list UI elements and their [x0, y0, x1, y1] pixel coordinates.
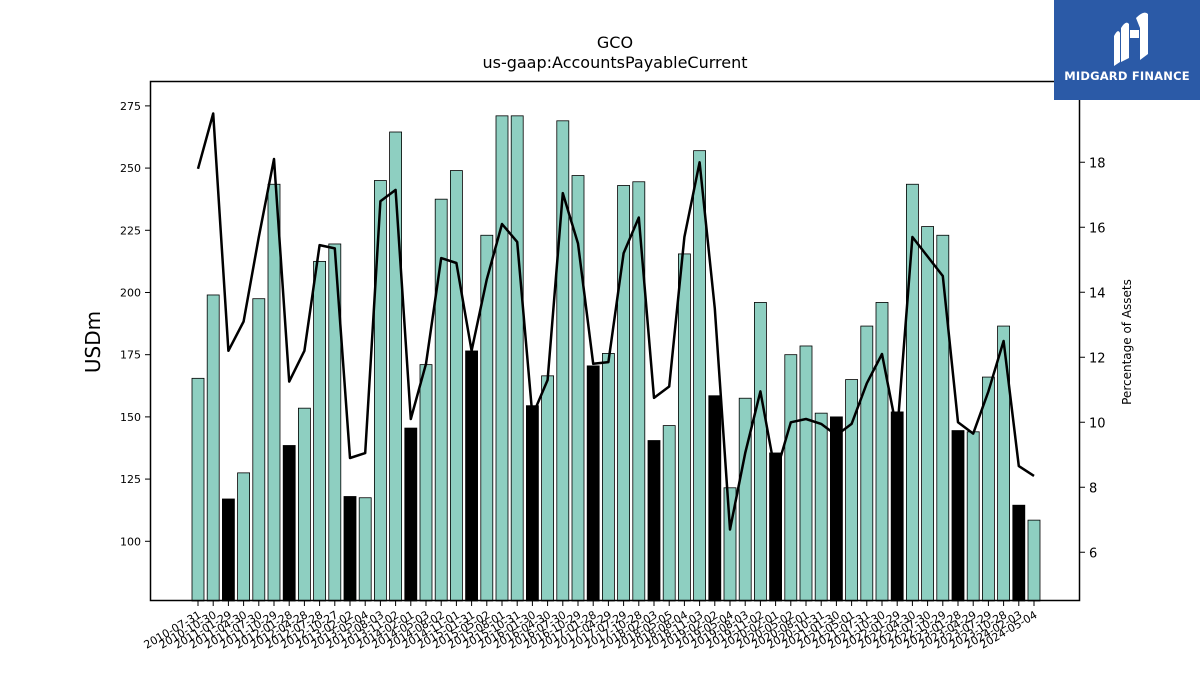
bar-2021-01-30 — [830, 416, 843, 602]
bar-2015-05-02 — [480, 234, 494, 602]
y2-tick-label: 16 — [1089, 221, 1106, 236]
bar-2021-10-30 — [875, 302, 889, 602]
logo-mark-icon — [1114, 12, 1148, 66]
plot-frame — [149, 80, 1081, 602]
y-axis-label: USDm — [81, 311, 105, 373]
bar-2020-05-02 — [784, 354, 798, 602]
bar-2020-10-31 — [814, 412, 828, 602]
y2-tick-label: 6 — [1089, 546, 1097, 561]
y-tick-label: 100 — [120, 535, 141, 548]
x-axis: 2010-07-312010-10-302011-01-292011-04-30… — [142, 601, 1040, 652]
bar-2020-08-01 — [799, 345, 813, 602]
bar-2011-10-29 — [267, 183, 281, 602]
bar-2010-10-30 — [206, 294, 220, 602]
bar-2022-01-29 — [890, 411, 904, 602]
bar-2011-04-30 — [237, 472, 251, 602]
bar-2019-08-03 — [738, 397, 752, 602]
bar-2018-02-03 — [647, 440, 661, 602]
bar-2012-07-28 — [313, 260, 327, 602]
bar-series — [191, 115, 1041, 602]
bar-2012-04-28 — [297, 407, 311, 602]
bar-2018-11-03 — [693, 150, 706, 602]
bar-2024-05-04 — [1027, 519, 1041, 602]
y-axis: 100 125 150 175 200 225 250 275 — [120, 100, 150, 548]
bar-2016-01-30 — [526, 405, 539, 602]
logo-text: MIDGARD FINANCE — [1064, 69, 1190, 83]
bar-2017-10-28 — [632, 181, 646, 602]
bar-2014-02-01 — [404, 427, 418, 602]
chart-subtitle: us-gaap:AccountsPayableCurrent — [482, 53, 747, 72]
bar-2024-02-03 — [1012, 504, 1026, 602]
y2-tick-label: 8 — [1089, 481, 1097, 496]
bar-2019-11-02 — [754, 302, 767, 602]
bar-2015-08-01 — [495, 115, 509, 602]
bar-2021-07-31 — [860, 325, 874, 602]
bar-2012-01-28 — [282, 445, 296, 602]
bar-2017-04-29 — [602, 353, 615, 602]
bar-2022-07-30 — [921, 226, 934, 602]
y2-axis: 6 8 10 12 14 16 18 — [1080, 156, 1106, 561]
line-series — [196, 112, 1035, 531]
bar-2023-07-29 — [982, 376, 995, 602]
bar-2018-08-04 — [678, 253, 691, 602]
y2-tick-label: 18 — [1089, 156, 1106, 171]
bar-2011-07-30 — [252, 298, 266, 602]
bar-2013-02-02 — [343, 496, 357, 602]
bar-2011-01-29 — [221, 498, 235, 602]
bar-2013-08-03 — [373, 180, 387, 602]
bar-2017-07-29 — [617, 185, 630, 602]
bar-2019-02-02 — [708, 395, 722, 602]
y2-tick-label: 12 — [1089, 351, 1106, 366]
bar-2013-05-04 — [358, 497, 372, 602]
midgard-finance-logo: MIDGARD FINANCE — [1054, 0, 1200, 100]
y-tick-label: 175 — [120, 349, 141, 362]
bar-2014-11-01 — [449, 170, 463, 602]
y-tick-label: 225 — [120, 224, 141, 237]
bar-2015-10-31 — [510, 115, 524, 602]
bar-2016-04-30 — [541, 375, 554, 602]
bar-2022-10-29 — [936, 234, 950, 602]
y-tick-label: 275 — [120, 100, 141, 113]
y2-axis-label: Percentage of Assets — [1120, 279, 1134, 405]
bar-2014-05-03 — [419, 364, 433, 602]
y-tick-label: 150 — [120, 411, 141, 424]
bar-2018-05-05 — [662, 425, 676, 602]
y-tick-label: 125 — [120, 473, 141, 486]
bar-2023-04-29 — [966, 431, 980, 602]
bar-2017-01-28 — [586, 365, 600, 602]
bar-2023-01-28 — [951, 430, 965, 602]
chart-title: GCO — [597, 33, 633, 52]
y-tick-label: 250 — [120, 162, 141, 175]
bar-2010-07-31 — [191, 377, 205, 602]
bar-2015-01-31 — [465, 350, 479, 602]
y2-tick-label: 14 — [1089, 286, 1106, 301]
y2-tick-label: 10 — [1089, 416, 1106, 431]
y-tick-label: 200 — [120, 286, 141, 299]
percentage-line — [196, 112, 1035, 531]
